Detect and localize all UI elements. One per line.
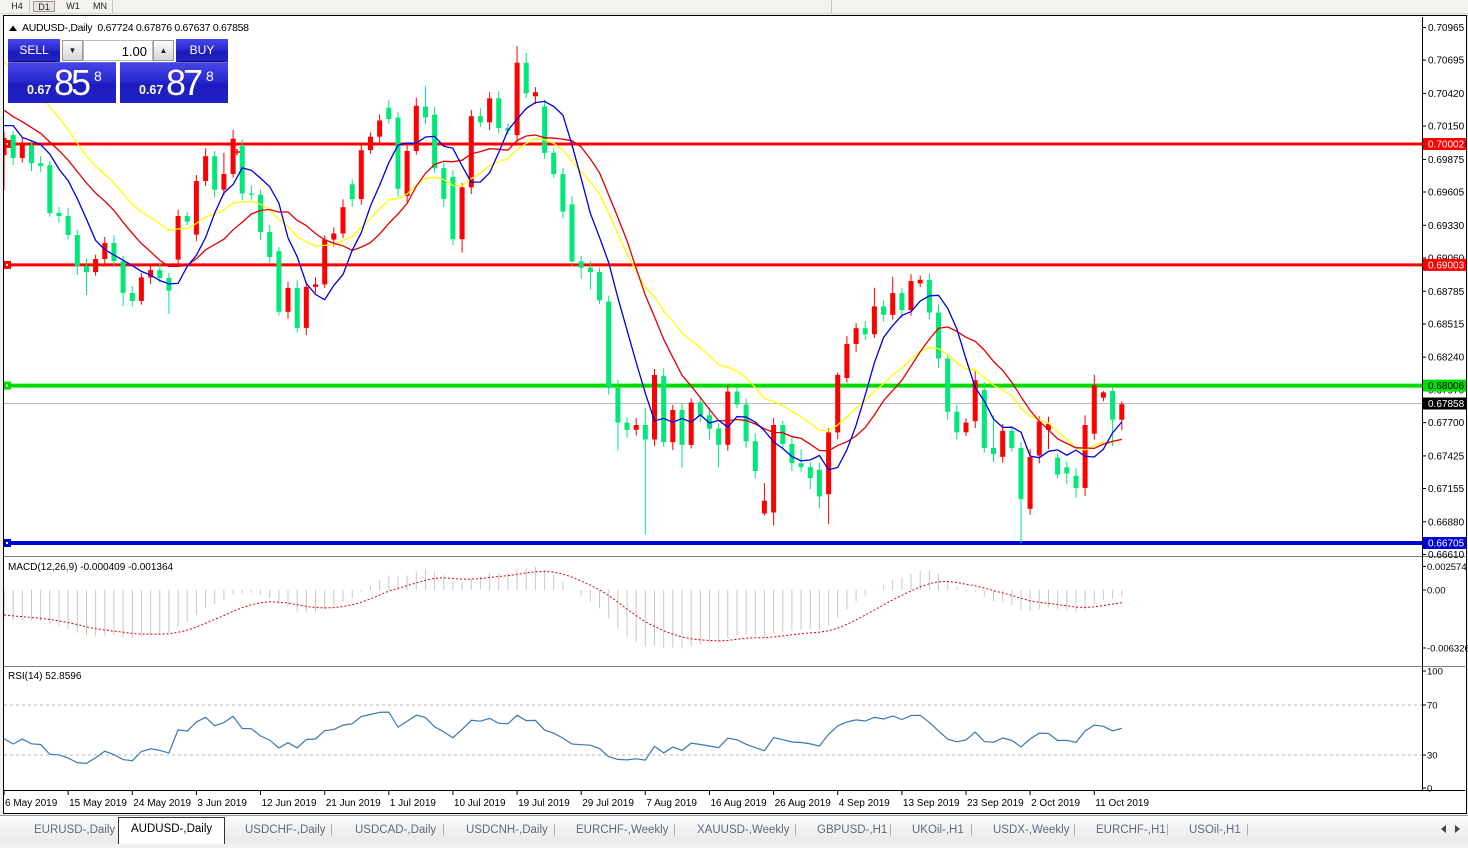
svg-text:0.70965: 0.70965 — [1428, 23, 1465, 34]
svg-text:19 Jul 2019: 19 Jul 2019 — [518, 798, 570, 809]
svg-text:2 Oct 2019: 2 Oct 2019 — [1031, 798, 1080, 809]
svg-text:-0.006326: -0.006326 — [1427, 644, 1468, 655]
svg-text:0.68515: 0.68515 — [1428, 320, 1465, 331]
svg-text:0.002574: 0.002574 — [1427, 562, 1467, 573]
svg-text:26 Aug 2019: 26 Aug 2019 — [775, 798, 832, 809]
svg-text:13 Sep 2019: 13 Sep 2019 — [903, 798, 960, 809]
svg-text:16 Aug 2019: 16 Aug 2019 — [711, 798, 768, 809]
svg-text:0.68006: 0.68006 — [1428, 381, 1465, 392]
svg-text:21 Jun 2019: 21 Jun 2019 — [326, 798, 381, 809]
svg-text:0.69875: 0.69875 — [1428, 155, 1465, 166]
svg-text:0.68785: 0.68785 — [1428, 287, 1465, 298]
svg-text:0.70002: 0.70002 — [1428, 140, 1465, 151]
svg-text:MACD(12,26,9) -0.000409 -0.001: MACD(12,26,9) -0.000409 -0.001364 — [8, 562, 174, 573]
svg-text:0.68240: 0.68240 — [1428, 353, 1465, 364]
svg-text:11 Oct 2019: 11 Oct 2019 — [1095, 798, 1149, 809]
svg-text:7 Aug 2019: 7 Aug 2019 — [646, 798, 697, 809]
svg-text:0.00: 0.00 — [1427, 586, 1446, 597]
svg-text:29 Jul 2019: 29 Jul 2019 — [582, 798, 634, 809]
svg-text:0.67155: 0.67155 — [1428, 484, 1465, 495]
svg-text:4 Sep 2019: 4 Sep 2019 — [839, 798, 891, 809]
svg-text:0.69330: 0.69330 — [1428, 221, 1465, 232]
svg-text:100: 100 — [1427, 667, 1443, 678]
svg-text:0.67700: 0.67700 — [1428, 418, 1465, 429]
svg-text:12 Jun 2019: 12 Jun 2019 — [262, 798, 317, 809]
svg-text:6 May 2019: 6 May 2019 — [5, 798, 58, 809]
svg-text:15 May 2019: 15 May 2019 — [69, 798, 127, 809]
svg-text:0.66880: 0.66880 — [1428, 517, 1465, 528]
svg-text:0.70420: 0.70420 — [1428, 89, 1465, 100]
svg-text:3 Jun 2019: 3 Jun 2019 — [197, 798, 247, 809]
svg-text:0.67425: 0.67425 — [1428, 451, 1465, 462]
svg-text:23 Sep 2019: 23 Sep 2019 — [967, 798, 1024, 809]
svg-text:0.69003: 0.69003 — [1428, 260, 1465, 271]
svg-text:0.66610: 0.66610 — [1428, 550, 1465, 561]
svg-text:70: 70 — [1427, 701, 1438, 712]
svg-text:AUDUSD-,Daily 0.67724 0.67876: AUDUSD-,Daily 0.67724 0.67876 0.67637 0.… — [22, 22, 249, 34]
svg-text:1 Jul 2019: 1 Jul 2019 — [390, 798, 437, 809]
svg-text:0.70695: 0.70695 — [1428, 56, 1465, 67]
svg-text:10 Jul 2019: 10 Jul 2019 — [454, 798, 506, 809]
svg-text:0.70150: 0.70150 — [1428, 122, 1465, 133]
svg-text:30: 30 — [1427, 751, 1438, 762]
svg-text:24 May 2019: 24 May 2019 — [133, 798, 191, 809]
svg-text:RSI(14) 52.8596: RSI(14) 52.8596 — [8, 671, 82, 682]
svg-text:0.69605: 0.69605 — [1428, 188, 1465, 199]
svg-text:0.66705: 0.66705 — [1428, 539, 1465, 550]
svg-text:0.67858: 0.67858 — [1428, 399, 1465, 410]
svg-text:0: 0 — [1427, 784, 1432, 795]
